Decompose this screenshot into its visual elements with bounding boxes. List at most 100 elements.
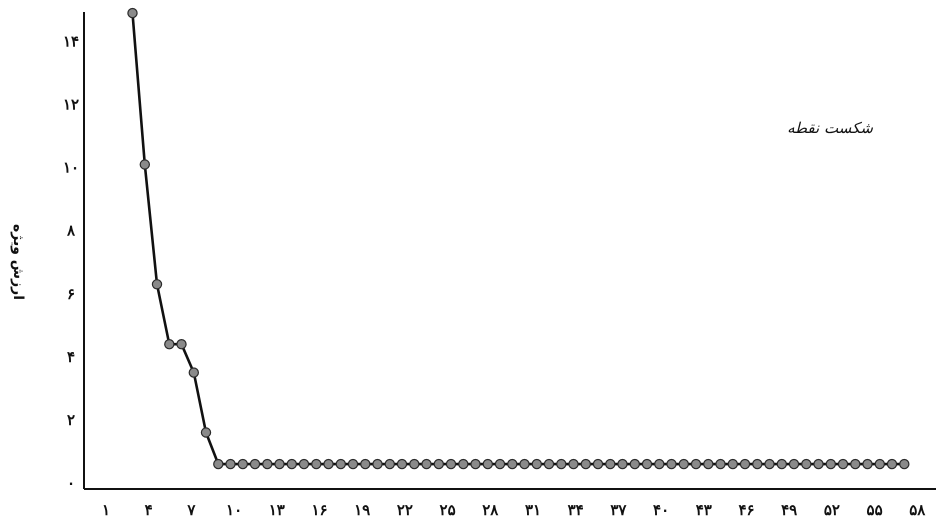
y-ticks: ۰ ۲ ۴ ۶ ۸ ۱۰ ۱۲ ۱۴ [63, 33, 79, 493]
data-point [801, 458, 812, 470]
data-point [458, 458, 469, 470]
data-point [850, 458, 861, 470]
series-markers [127, 7, 910, 470]
x-tick-label: ۵۵ [867, 501, 883, 519]
x-tick-label: ۱ [102, 501, 110, 519]
data-point [274, 458, 285, 470]
data-point [409, 458, 420, 470]
data-point [788, 458, 800, 470]
y-tick-label: ۲ [67, 411, 75, 429]
y-tick-label: ۶ [67, 285, 75, 303]
x-tick-label: ۴۳ [696, 501, 712, 519]
x-tick-label: ۲۸ [482, 501, 499, 519]
data-point [592, 458, 604, 470]
data-point [837, 458, 849, 470]
data-point [654, 458, 665, 470]
data-point [556, 458, 567, 470]
data-point [899, 458, 910, 470]
data-point [237, 458, 248, 470]
data-point [617, 458, 628, 470]
x-tick-label: ۱۹ [354, 501, 370, 519]
x-tick-label: ۴۰ [653, 501, 669, 519]
x-tick-label: ۱۳ [269, 501, 285, 519]
data-point [200, 427, 212, 438]
data-point [519, 458, 530, 470]
y-tick-label: ۴ [67, 348, 75, 366]
x-tick-label: ۵۸ [909, 501, 926, 519]
data-point [678, 458, 690, 470]
data-point [690, 458, 702, 470]
data-point [568, 458, 579, 470]
x-tick-label: ۴ [145, 501, 153, 519]
series-line [131, 12, 905, 466]
data-point [433, 458, 444, 470]
data-point [629, 458, 641, 470]
y-tick-label: ۱۴ [63, 33, 79, 51]
y-tick-label: ۰ [67, 474, 75, 492]
data-point [139, 159, 150, 170]
data-point [739, 458, 751, 470]
data-point [396, 458, 408, 470]
data-point [580, 458, 592, 470]
data-point [335, 458, 346, 470]
x-tick-label: ۳۷ [610, 501, 627, 519]
x-tick-label: ۲۲ [397, 501, 413, 519]
axes [83, 12, 936, 490]
data-point [164, 339, 175, 350]
data-point [813, 458, 824, 470]
data-point [543, 458, 555, 470]
data-point [188, 367, 199, 378]
y-tick-label: ۸ [66, 222, 76, 240]
data-point [862, 458, 873, 470]
data-point [531, 458, 543, 470]
data-point [347, 458, 359, 470]
data-point [641, 458, 653, 470]
data-point [323, 458, 334, 470]
data-point [886, 458, 898, 470]
x-tick-label: ۲۵ [440, 501, 456, 519]
data-point [666, 458, 677, 470]
data-point [776, 458, 788, 470]
data-point [151, 279, 163, 290]
data-point [286, 458, 297, 470]
data-point [494, 458, 506, 470]
data-point [727, 458, 739, 470]
data-point [605, 458, 616, 470]
x-tick-label: ۴۹ [781, 501, 797, 519]
data-point [874, 458, 886, 470]
data-point [225, 458, 236, 470]
data-point [825, 458, 837, 470]
data-point [262, 458, 273, 470]
y-axis-label: ارزش ویژه [10, 224, 26, 300]
data-point [470, 458, 481, 470]
data-point [372, 458, 383, 470]
x-tick-label: ۵۲ [824, 501, 840, 519]
data-point [360, 458, 371, 470]
data-point [298, 458, 310, 470]
data-point [764, 458, 775, 470]
x-tick-label: ۷ [186, 501, 196, 519]
y-tick-label: ۱۲ [63, 96, 79, 114]
data-point [752, 458, 763, 470]
x-ticks: ۱ ۴ ۷ ۱۰ ۱۳ ۱۶ ۱۹ ۲۲ ۲۵ ۲۸ ۳۱ ۳۴ ۳۷ ۴۰ ۴۳ ۴۶ ۴۹ ۵۲ ۵۵ ۵۸ [102, 501, 926, 519]
data-point [213, 458, 224, 470]
data-point [176, 339, 187, 350]
point-break-annotation: شکست نقطه [787, 119, 873, 137]
data-point [384, 458, 395, 470]
data-point [715, 458, 726, 470]
x-tick-label: ۳۱ [525, 501, 541, 519]
data-point [507, 458, 518, 470]
data-point [482, 458, 493, 470]
x-tick-label: ۴۶ [738, 501, 754, 519]
data-point [249, 458, 261, 470]
x-tick-label: ۱۰ [226, 501, 242, 519]
x-tick-label: ۱۶ [311, 501, 327, 519]
y-tick-label: ۱۰ [63, 159, 79, 177]
data-point [703, 458, 714, 470]
data-point [311, 458, 322, 470]
x-tick-label: ۳۴ [568, 501, 584, 519]
data-point [421, 458, 432, 470]
data-point [127, 7, 138, 19]
data-point [445, 458, 457, 470]
